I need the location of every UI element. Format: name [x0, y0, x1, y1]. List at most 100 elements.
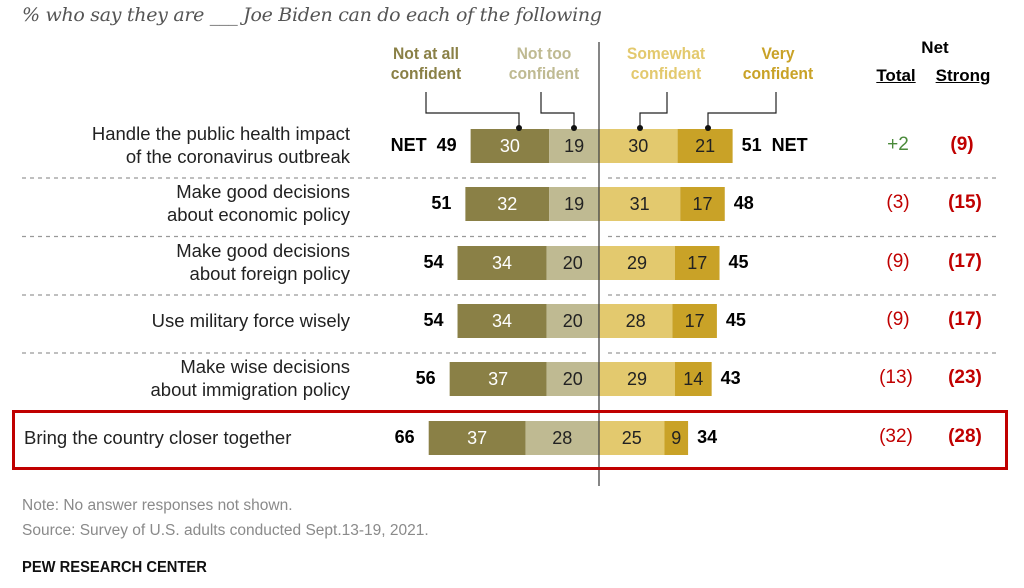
bar-segment-not-too	[546, 362, 599, 396]
bar-label-not-at-all: 30	[499, 136, 520, 156]
net-header-strong: Strong	[926, 66, 1000, 86]
category-label-line: of the coronavirus outbreak	[125, 146, 350, 167]
net-total-value: (13)	[879, 367, 913, 388]
bar-label-not-too: 20	[562, 311, 583, 331]
bar-label-somewhat: 28	[625, 311, 646, 331]
legend-leader-dot-very	[705, 125, 711, 131]
bar-label-not-at-all: 32	[497, 194, 518, 214]
net-confident-value: 45	[728, 252, 749, 272]
footer-source: Source: Survey of U.S. adults conducted …	[22, 522, 429, 539]
category-label-line: Use military force wisely	[151, 309, 350, 331]
bar-segment-not-too	[546, 304, 599, 338]
bar-segment-not-too	[525, 421, 599, 455]
net-not-confident-value: 51	[431, 193, 452, 213]
bar-segment-somewhat	[599, 246, 675, 280]
net-total-value: (9)	[886, 251, 910, 272]
bar-label-not-at-all: 37	[467, 428, 488, 448]
bar-segment-not-too	[549, 129, 599, 163]
net-strong-value: (28)	[948, 426, 982, 447]
bar-segment-somewhat	[599, 187, 681, 221]
legend-very: Very confident	[728, 44, 827, 84]
bar-segment-very	[672, 304, 717, 338]
net-strong-value: (17)	[948, 251, 982, 272]
legend-leader-line-very	[707, 92, 777, 127]
bar-segment-somewhat	[599, 421, 665, 455]
net-strong-value: (23)	[948, 367, 982, 388]
bar-label-very: 14	[683, 369, 704, 389]
legend-leader-line-somewhat	[639, 92, 668, 127]
bar-label-very: 9	[671, 428, 682, 448]
net-confident-value: 48	[733, 193, 754, 213]
bar-label-not-too: 20	[562, 253, 583, 273]
bar-segment-not-at-all	[449, 362, 547, 396]
net-confident-value: 51 NET	[741, 135, 808, 155]
net-not-confident-value: 66	[394, 427, 415, 447]
legend-leader-dot-not-too	[571, 125, 577, 131]
legend-not-at-all-label: Not at all confident	[390, 44, 462, 83]
bar-label-somewhat: 31	[629, 194, 650, 214]
category-label-line: Bring the country closer together	[24, 426, 292, 448]
category-label-line: about economic policy	[166, 204, 350, 225]
net-strong-value: (17)	[948, 309, 982, 330]
bar-label-somewhat: 29	[626, 369, 647, 389]
bar-label-very: 17	[684, 311, 705, 331]
net-header-top: Net	[900, 38, 970, 58]
bar-segment-somewhat	[599, 129, 678, 163]
bar-segment-very	[674, 362, 712, 396]
net-total-value: (3)	[886, 192, 910, 213]
legend-leader-dot-not-at-all	[516, 125, 522, 131]
bar-segment-not-too	[549, 187, 599, 221]
net-not-confident-value: 54	[423, 310, 444, 330]
bar-segment-very	[674, 246, 720, 280]
bar-segment-not-at-all	[428, 421, 526, 455]
net-strong-value: (9)	[950, 134, 974, 155]
bar-label-not-too: 19	[564, 194, 585, 214]
bar-label-not-at-all: 34	[492, 311, 513, 331]
bar-segment-somewhat	[599, 304, 673, 338]
bar-label-not-too: 28	[552, 428, 573, 448]
category-label: Make good decisions about economic policy	[167, 180, 350, 226]
legend-very-label: Very confident	[742, 44, 814, 83]
net-total-value: +2	[887, 134, 909, 155]
category-label: Handle the public health impact of the co…	[92, 122, 350, 168]
net-header-total: Total	[866, 66, 926, 86]
bar-segment-not-at-all	[470, 129, 550, 163]
legend-somewhat-label: Somewhat confident	[626, 44, 706, 83]
bar-label-somewhat: 25	[621, 428, 642, 448]
bar-label-somewhat: 30	[628, 136, 649, 156]
bar-label-not-at-all: 34	[492, 253, 513, 273]
bar-segment-not-too	[546, 246, 599, 280]
bar-label-somewhat: 29	[626, 253, 647, 273]
category-label: Use military force wisely	[152, 309, 350, 332]
legend-not-too-label: Not too confident	[508, 44, 580, 83]
category-label-line: Make wise decisions	[180, 356, 350, 377]
net-strong-value: (15)	[948, 192, 982, 213]
bar-label-very: 17	[687, 253, 708, 273]
bar-label-very: 17	[692, 194, 713, 214]
legend-leader-line-not-too	[540, 92, 575, 127]
net-not-confident-value: 56	[415, 368, 436, 388]
net-total-value: (32)	[879, 426, 913, 447]
footer-note: Note: No answer responses not shown.	[22, 497, 293, 514]
category-label: Bring the country closer together	[24, 426, 291, 449]
chart-subtitle: % who say they are ___ Joe Biden can do …	[22, 4, 602, 26]
net-total-value: (9)	[886, 309, 910, 330]
category-label-line: Make good decisions	[176, 181, 350, 202]
bar-segment-very	[677, 129, 733, 163]
category-label-line: about foreign policy	[189, 263, 350, 284]
bar-label-not-at-all: 37	[488, 369, 509, 389]
net-header-strong-label: Strong	[935, 66, 991, 85]
net-confident-value: 43	[720, 368, 741, 388]
bar-segment-not-at-all	[457, 246, 547, 280]
category-label-line: Handle the public health impact	[91, 123, 350, 144]
net-not-confident-value: NET 49	[390, 135, 457, 155]
category-label: Make good decisions about foreign policy	[176, 239, 350, 285]
legend-somewhat: Somewhat confident	[613, 44, 720, 84]
bar-segment-somewhat	[599, 362, 675, 396]
legend-leader-line-not-at-all	[425, 92, 520, 127]
net-header-top-label: Net	[921, 38, 949, 57]
bar-segment-not-at-all	[457, 304, 547, 338]
net-not-confident-value: 54	[423, 252, 444, 272]
bar-segment-very	[664, 421, 689, 455]
